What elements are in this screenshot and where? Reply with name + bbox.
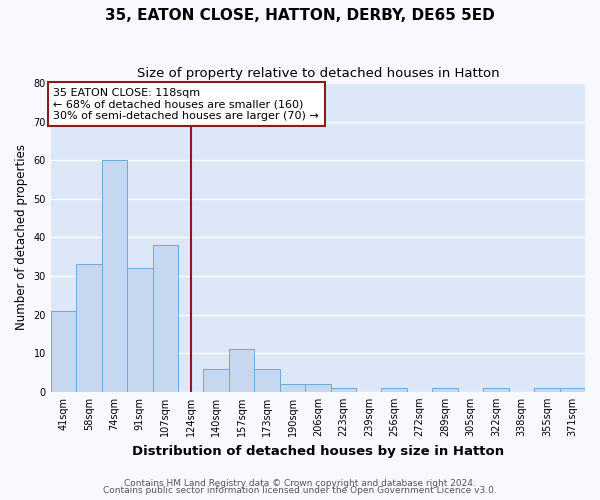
Bar [76,264,101,392]
Bar [229,350,254,392]
Bar [254,368,280,392]
Title: Size of property relative to detached houses in Hatton: Size of property relative to detached ho… [137,68,499,80]
X-axis label: Distribution of detached houses by size in Hatton: Distribution of detached houses by size … [132,444,504,458]
Y-axis label: Number of detached properties: Number of detached properties [15,144,28,330]
Bar [280,384,305,392]
Text: 35 EATON CLOSE: 118sqm
← 68% of detached houses are smaller (160)
30% of semi-de: 35 EATON CLOSE: 118sqm ← 68% of detached… [53,88,319,121]
Bar [101,160,127,392]
Bar [203,368,229,392]
Text: 35, EATON CLOSE, HATTON, DERBY, DE65 5ED: 35, EATON CLOSE, HATTON, DERBY, DE65 5ED [105,8,495,22]
Bar [305,384,331,392]
Bar [483,388,509,392]
Bar [382,388,407,392]
Text: Contains public sector information licensed under the Open Government Licence v3: Contains public sector information licen… [103,486,497,495]
Bar [433,388,458,392]
Text: Contains HM Land Registry data © Crown copyright and database right 2024.: Contains HM Land Registry data © Crown c… [124,478,476,488]
Bar [331,388,356,392]
Bar [51,311,76,392]
Bar [127,268,152,392]
Bar [534,388,560,392]
Bar [152,245,178,392]
Bar [560,388,585,392]
